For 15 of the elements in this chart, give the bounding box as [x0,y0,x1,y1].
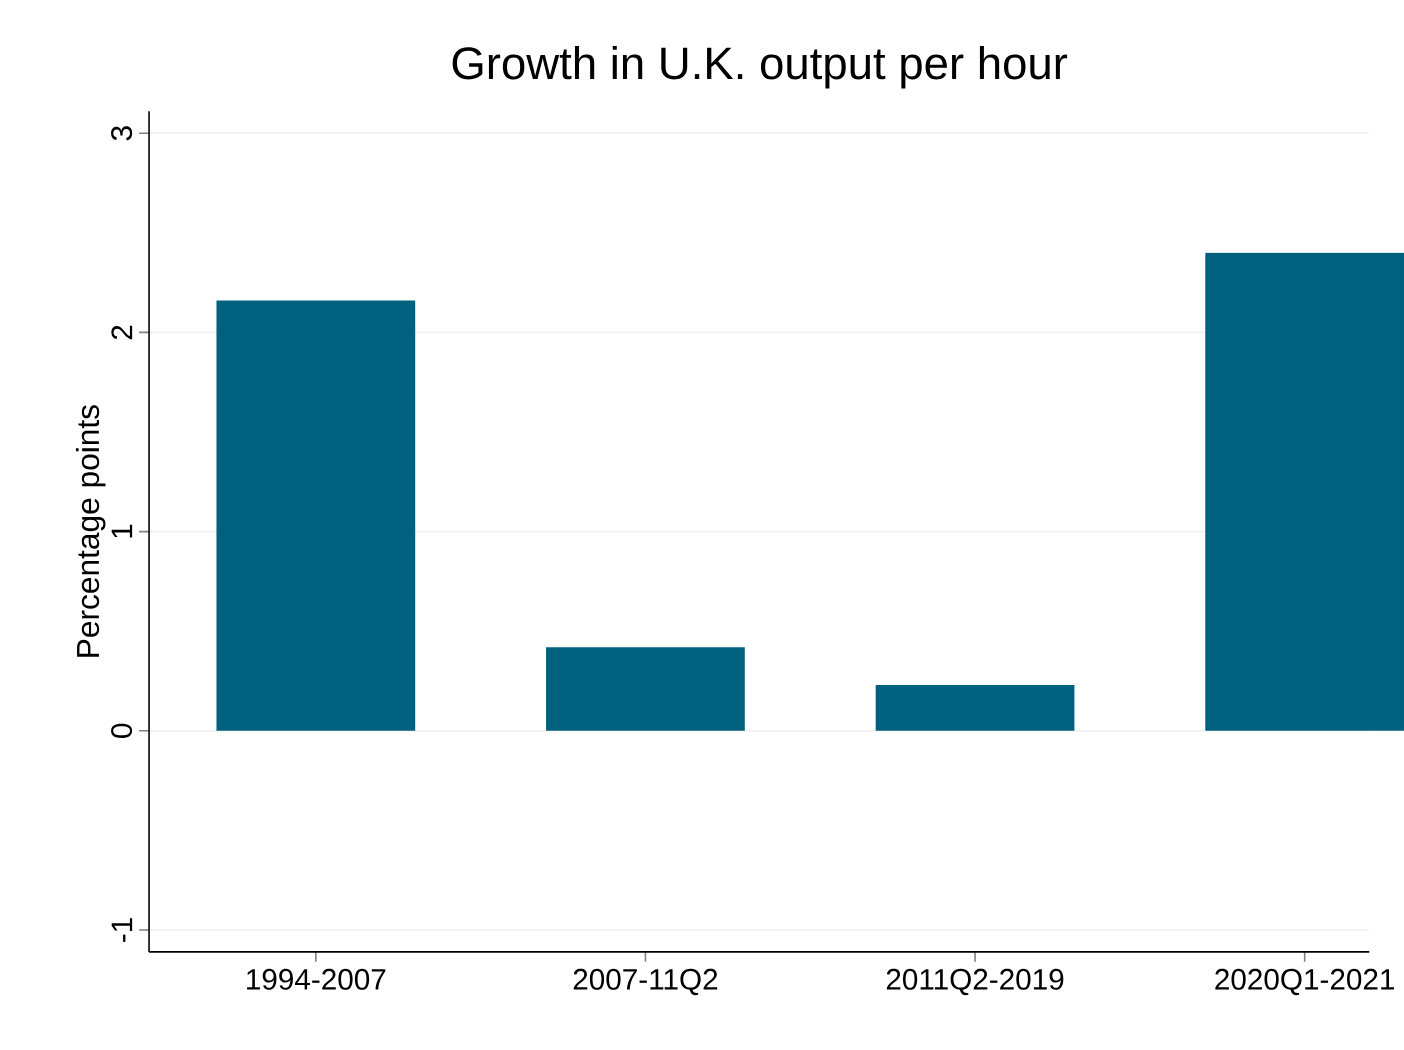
y-tick-label: 1 [111,524,133,538]
bar [1205,252,1404,731]
x-tick-label: 2011Q2-2019 [886,968,1064,996]
x-tick-label: 1994-2007 [247,968,386,990]
y-tick-label: 3 [111,126,133,141]
y-tick-label: -1 [111,918,133,942]
bar [216,300,416,731]
y-tick-label: 0 [111,723,133,738]
y-tick-label: 2 [111,325,133,340]
bar [875,684,1075,731]
x-tick-label: 2020Q1-2021 [1215,968,1394,996]
y-axis-title: Percentage points [75,405,106,657]
chart-title: Growth in U.K. output per hour [452,45,1068,89]
x-tick-label: 2007-11Q2 [573,968,718,996]
bar [546,646,745,731]
